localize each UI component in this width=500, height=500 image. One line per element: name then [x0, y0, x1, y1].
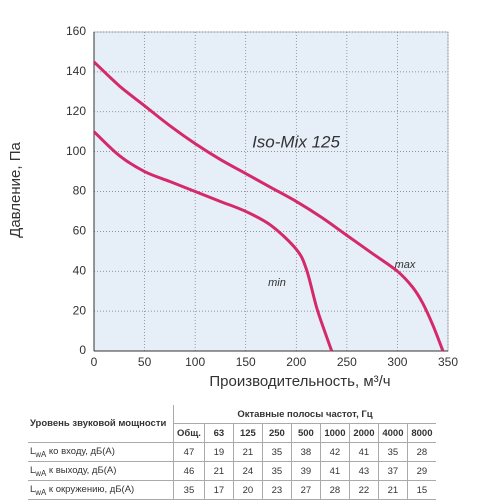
cell: 38 — [290, 442, 321, 462]
x-tick-label: 350 — [438, 355, 458, 369]
cell: 35 — [261, 442, 292, 462]
header-label: Уровень звуковой мощности — [28, 405, 174, 443]
chart-title: Iso-Mix 125 — [252, 132, 340, 151]
header-row: Уровень звуковой мощности Октавные полос… — [28, 405, 436, 443]
column-header: 2000 — [348, 423, 379, 443]
cell: 22 — [348, 480, 379, 500]
cell: 21 — [203, 461, 234, 481]
row-label: LwA к выходу, дБ(А) — [28, 461, 174, 481]
cell: 37 — [377, 461, 408, 481]
column-header: 125 — [232, 423, 263, 443]
row-label: LwA ко входу, дБ(А) — [28, 442, 174, 462]
series-label: min — [268, 277, 286, 289]
column-header: 1000 — [319, 423, 350, 443]
cell: 39 — [290, 461, 321, 481]
header-row: Общ. 63 125 250 500 1000 2000 4000 8000 — [28, 423, 436, 443]
cell: 43 — [348, 461, 379, 481]
line — [92, 130, 334, 352]
x-axis-label: Производительность, м³/ч — [209, 373, 390, 390]
cell: 46 — [173, 461, 205, 481]
y-tick-label: 60 — [73, 224, 87, 238]
cell: 35 — [261, 461, 292, 481]
symbol: L — [30, 445, 36, 457]
series-label: max — [395, 259, 416, 271]
row: LwA к выходу, дБ(А) 46 21 24 35 39 41 43 37 29 — [28, 461, 436, 481]
cell: 35 — [377, 442, 408, 462]
cell: 47 — [173, 442, 205, 462]
chart: Iso-Mix 125 Производительность, м³/ч Дав… — [7, 24, 458, 390]
subscript: wA — [35, 449, 47, 459]
row: LwA ко входу, дБ(А) 47 19 21 35 38 42 41 35 28 — [28, 442, 436, 462]
sound-table: Уровень звуковой мощности Октавные полос… — [28, 405, 436, 500]
column-header: 63 — [203, 423, 234, 443]
y-tick-label: 160 — [66, 24, 86, 38]
x-tick-label: 250 — [337, 355, 357, 369]
y-tick-label: 80 — [73, 184, 87, 198]
y-tick-label: 100 — [66, 144, 86, 158]
cell: 35 — [173, 480, 205, 500]
label-text: к окружению, дБ(А) — [46, 483, 135, 495]
row: LwA к окружению, дБ(А) 35 17 20 23 27 28 22 21 15 — [28, 480, 436, 500]
symbol: L — [30, 464, 36, 476]
cell: 28 — [319, 480, 350, 500]
y-tick-label: 40 — [73, 263, 87, 277]
y-tick-label: 20 — [73, 303, 87, 317]
cell: 17 — [203, 480, 234, 500]
subscript: wA — [35, 468, 47, 478]
row-label: LwA к окружению, дБ(А) — [28, 480, 174, 500]
cell: 24 — [232, 461, 263, 481]
cell: 23 — [261, 480, 292, 500]
y-tick-label: 0 — [79, 343, 86, 357]
cell: 19 — [203, 442, 234, 462]
subscript: wA — [35, 487, 47, 497]
column-header: Общ. — [173, 423, 205, 443]
x-tick-label: 300 — [387, 355, 407, 369]
cell: 41 — [319, 461, 350, 481]
column-header: 500 — [290, 423, 321, 443]
cell: 42 — [319, 442, 350, 462]
cell: 20 — [232, 480, 263, 500]
label-text: к выходу, дБ(А) — [46, 464, 117, 476]
cell: 21 — [232, 442, 263, 462]
x-tick-label: 50 — [138, 355, 152, 369]
cell: 27 — [290, 480, 321, 500]
column-header: 250 — [261, 423, 292, 443]
cell: 21 — [377, 480, 408, 500]
cell: 41 — [348, 442, 379, 462]
y-tick-label: 140 — [66, 64, 86, 78]
y-axis-label: Давление, Па — [7, 142, 24, 238]
header-group: Октавные полосы частот, Гц — [172, 405, 436, 424]
cell: 15 — [406, 480, 436, 500]
cell: 28 — [406, 442, 436, 462]
cell: 29 — [406, 461, 436, 481]
x-tick-label: 0 — [91, 355, 98, 369]
symbol: L — [30, 483, 36, 495]
line — [92, 60, 445, 352]
y-tick-label: 120 — [66, 104, 86, 118]
x-tick-label: 150 — [236, 355, 256, 369]
column-header: 8000 — [406, 423, 436, 443]
x-tick-label: 200 — [286, 355, 306, 369]
column-header: 4000 — [377, 423, 408, 443]
label-text: ко входу, дБ(А) — [46, 445, 115, 457]
x-tick-label: 100 — [185, 355, 205, 369]
